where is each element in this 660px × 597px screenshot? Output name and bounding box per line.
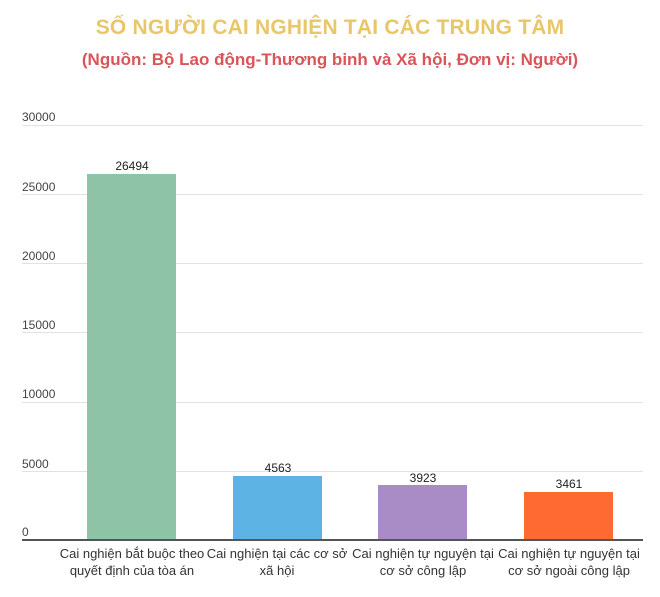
bar-value-label: 4563 [264, 461, 292, 475]
gridline-5000 [22, 471, 643, 472]
x-axis-baseline [22, 539, 643, 541]
x-label-line: Cai nghiện tự nguyện tại [352, 546, 494, 561]
x-label-line: cơ sở ngoài công lập [508, 563, 630, 578]
gridline-25000 [22, 194, 643, 195]
y-tick-label: 25000 [22, 180, 56, 194]
x-label-line: xã hội [259, 563, 295, 578]
bar-court-mandated [87, 174, 176, 540]
x-label-line: Cai nghiện bắt buộc theo [59, 546, 205, 561]
bar-value-label: 3461 [555, 477, 583, 491]
x-label-line: quyết định của tòa án [69, 563, 195, 578]
gridline-10000 [22, 402, 643, 403]
bar-social-facilities [233, 476, 322, 540]
bar-voluntary-public [378, 485, 467, 540]
chart-subtitle: (Nguồn: Bộ Lao động-Thương binh và Xã hộ… [81, 50, 579, 69]
x-label-line: Cai nghiện tại các cơ sở [206, 546, 348, 561]
y-tick-label: 5000 [22, 457, 49, 471]
y-tick-label: 15000 [22, 318, 56, 332]
x-category-label: Cai nghiện tại các cơ sở xã hội [202, 545, 352, 579]
y-tick-label: 20000 [22, 249, 56, 263]
x-label-line: Cai nghiện tự nguyện tại [498, 546, 640, 561]
bar-voluntary-private [524, 492, 613, 540]
y-tick-label: 30000 [22, 110, 56, 124]
y-tick-label: 10000 [22, 387, 56, 401]
x-label-line: cơ sở công lập [379, 563, 467, 578]
gridline-20000 [22, 263, 643, 264]
gridline-30000 [22, 125, 643, 126]
bar-value-label: 26494 [115, 159, 149, 173]
chart-title: SỐ NGƯỜI CAI NGHIỆN TẠI CÁC TRUNG TÂM [95, 16, 565, 39]
x-category-label: Cai nghiện tự nguyện tại cơ sở công lập [348, 545, 498, 579]
y-tick-label: 0 [22, 525, 29, 539]
gridline-15000 [22, 332, 643, 333]
x-category-label: Cai nghiện bắt buộc theo quyết định của … [57, 545, 207, 579]
x-category-label: Cai nghiện tự nguyện tại cơ sở ngoài côn… [494, 545, 644, 579]
bar-value-label: 3923 [409, 471, 437, 485]
